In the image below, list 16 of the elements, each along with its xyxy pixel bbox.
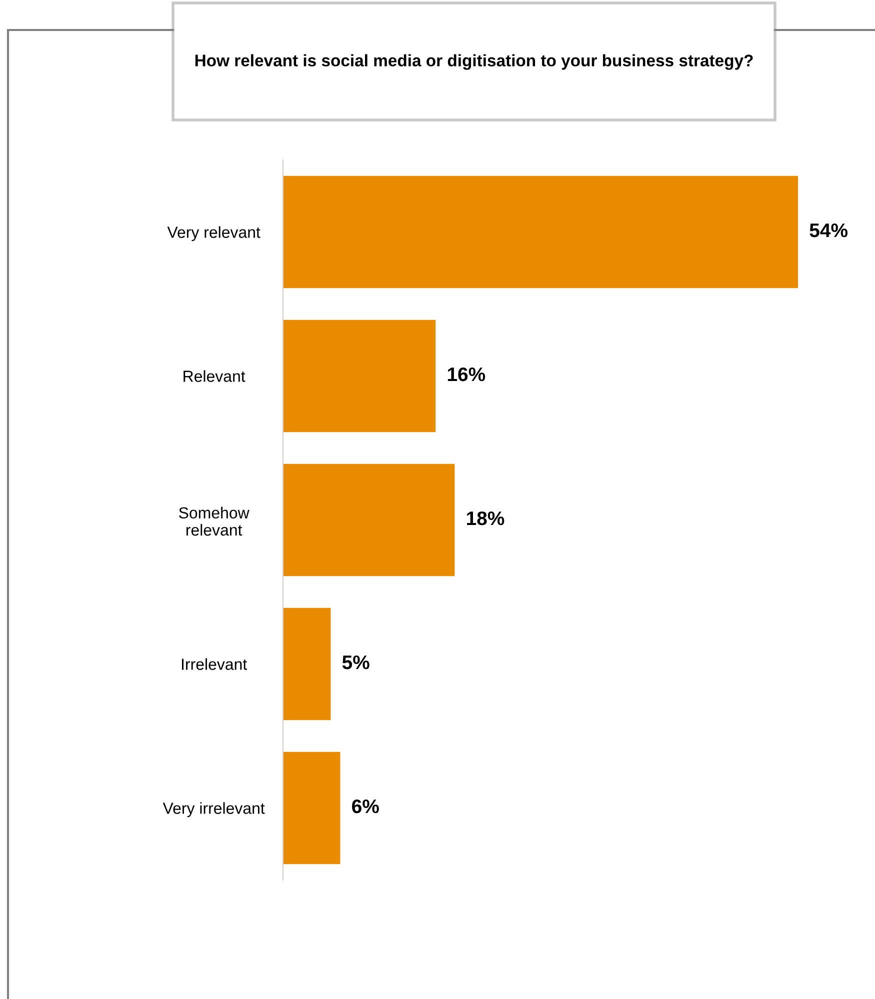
y-tick-label: Irrelevant: [182, 658, 247, 670]
data-label: 5%: [342, 656, 370, 670]
y-tick-label: Very irrelevant: [162, 802, 265, 818]
bar: [283, 320, 436, 432]
bar: [283, 752, 340, 864]
bar: [283, 608, 331, 720]
y-tick-label: Relevant: [184, 370, 246, 382]
data-label: 6%: [352, 799, 379, 814]
chart-title: How relevant is social media or digitisation to your business strategy?: [195, 54, 753, 70]
data-label: 18%: [467, 511, 504, 526]
y-tick-label: Somehow relevant: [179, 506, 250, 536]
data-label: 54%: [810, 224, 848, 238]
y-tick-label: Very relevant: [167, 226, 260, 242]
bar: [283, 464, 455, 576]
data-label: 16%: [448, 367, 486, 382]
bar: [283, 176, 798, 288]
